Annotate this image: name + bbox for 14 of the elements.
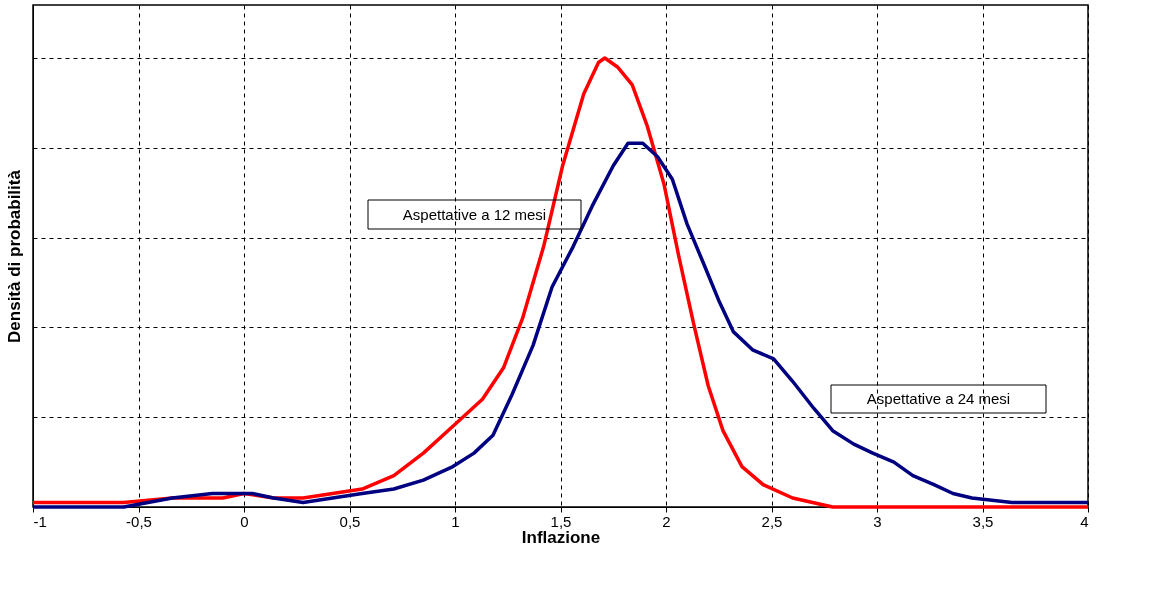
text: Aspettative a 24 mesi <box>866 390 1011 407</box>
x-tick-label: 1,5 <box>550 512 572 530</box>
x-tick-label: -1 <box>33 512 47 530</box>
x-tick-label: 3,5 <box>972 512 994 530</box>
x-tick-label: -0,5 <box>126 512 152 530</box>
x-tick-label: 0 <box>240 512 249 530</box>
x-tick-label: 4 <box>1080 512 1089 530</box>
x-tick-label: 2 <box>662 512 671 530</box>
x-tick-label: 0,5 <box>339 512 361 530</box>
x-tick-label: 2,5 <box>761 512 783 530</box>
x-tick-label: 3 <box>873 512 882 530</box>
series-label: Aspettative a 12 mesi <box>402 205 547 223</box>
x-tick-label: 1 <box>451 512 460 530</box>
y-axis-title: Densità di probabilità <box>4 169 24 343</box>
